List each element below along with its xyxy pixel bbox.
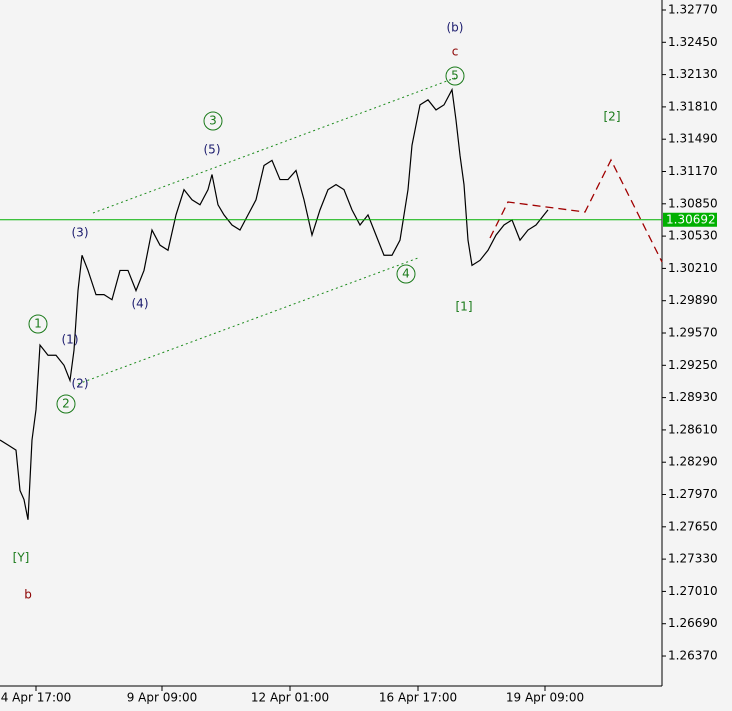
x-tick-label: 12 Apr 01:00 bbox=[251, 691, 329, 705]
y-tick-label: 1.29250 bbox=[668, 358, 718, 372]
y-tick-label: 1.32450 bbox=[668, 35, 718, 49]
wave-circle bbox=[56, 394, 76, 414]
x-tick-label: 16 Apr 17:00 bbox=[379, 691, 457, 705]
wave-label: [2] bbox=[604, 110, 621, 124]
wave-label: 1 bbox=[34, 317, 42, 331]
wave-label: [1] bbox=[456, 300, 473, 314]
y-tick-label: 1.27650 bbox=[668, 519, 718, 533]
y-tick-label: 1.30210 bbox=[668, 261, 718, 275]
x-tick-label: 4 Apr 17:00 bbox=[1, 691, 72, 705]
wave-circle bbox=[203, 111, 223, 131]
channel-lower bbox=[77, 257, 419, 385]
y-tick-label: 1.27970 bbox=[668, 487, 718, 501]
channel-upper bbox=[92, 77, 456, 214]
wave-label: (5) bbox=[204, 143, 221, 157]
y-tick-label: 1.30850 bbox=[668, 196, 718, 210]
y-tick-label: 1.30530 bbox=[668, 229, 718, 243]
wave-circle bbox=[445, 66, 465, 86]
y-tick-label: 1.28610 bbox=[668, 422, 718, 436]
y-tick-label: 1.31490 bbox=[668, 132, 718, 146]
wave-label: (b) bbox=[447, 21, 464, 35]
forecast-path bbox=[489, 158, 663, 263]
y-tick-label: 1.26690 bbox=[668, 616, 718, 630]
y-tick-label: 1.28290 bbox=[668, 455, 718, 469]
wave-label: c bbox=[452, 45, 459, 59]
y-tick-label: 1.32130 bbox=[668, 67, 718, 81]
price-line bbox=[0, 87, 549, 520]
y-tick-label: 1.31170 bbox=[668, 164, 718, 178]
wave-label: 4 bbox=[402, 267, 410, 281]
wave-label: (4) bbox=[132, 297, 149, 311]
wave-circle bbox=[28, 314, 48, 334]
wave-label: (3) bbox=[72, 226, 89, 240]
wave-label: b bbox=[24, 588, 32, 602]
wave-label: (2) bbox=[72, 377, 89, 391]
last-price-box bbox=[663, 212, 717, 227]
wave-circle bbox=[396, 264, 416, 284]
wave-label: 5 bbox=[451, 69, 459, 83]
y-tick-label: 1.32770 bbox=[668, 2, 718, 16]
y-tick-label: 1.29570 bbox=[668, 326, 718, 340]
last-price-label: 1.30692 bbox=[666, 212, 716, 226]
wave-label: [Y] bbox=[13, 551, 30, 565]
y-tick-label: 1.26370 bbox=[668, 649, 718, 663]
x-tick-label: 19 Apr 09:00 bbox=[506, 691, 584, 705]
x-tick-label: 9 Apr 09:00 bbox=[127, 691, 198, 705]
wave-label: (1) bbox=[62, 333, 79, 347]
wave-label: 2 bbox=[62, 397, 70, 411]
y-tick-label: 1.27010 bbox=[668, 584, 718, 598]
y-tick-label: 1.29890 bbox=[668, 293, 718, 307]
y-tick-label: 1.27330 bbox=[668, 552, 718, 566]
y-tick-label: 1.28930 bbox=[668, 390, 718, 404]
wave-label: 3 bbox=[209, 114, 217, 128]
y-tick-label: 1.31810 bbox=[668, 99, 718, 113]
